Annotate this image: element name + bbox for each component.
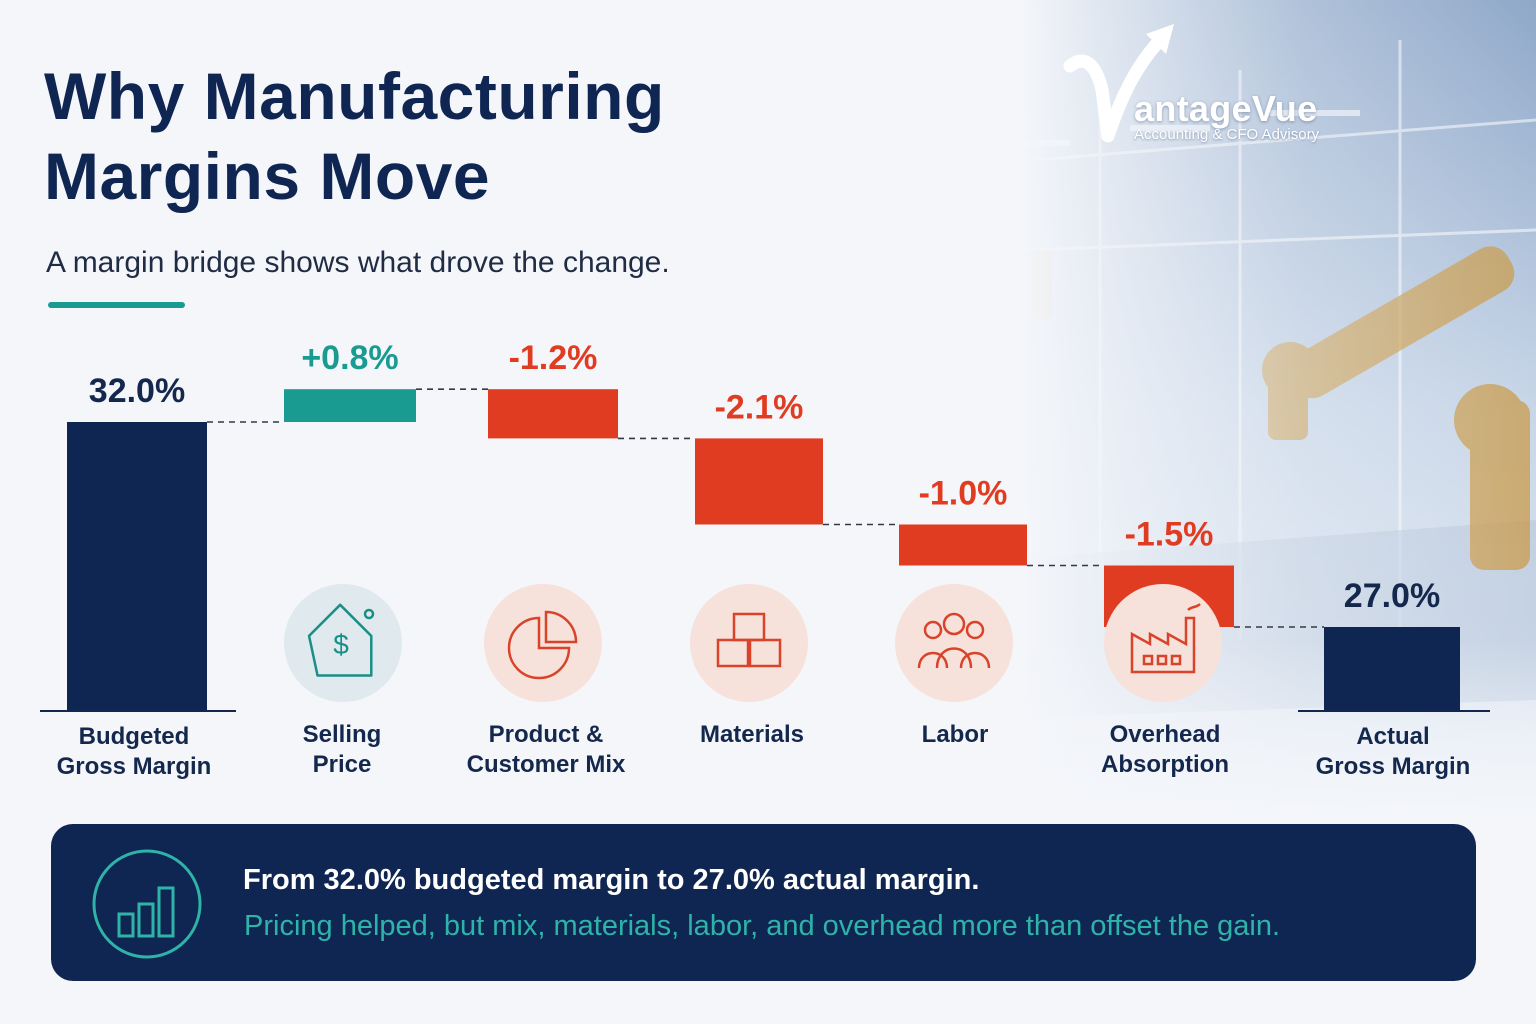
brand-name: antageVue: [1134, 88, 1318, 129]
category-label-3: Product & Customer Mix: [466, 721, 626, 778]
page-title: Why Manufacturing Margins Move: [44, 56, 665, 216]
bar-chart-icon: [92, 849, 202, 959]
title-line-1: Why Manufacturing: [44, 59, 665, 133]
summary-banner: From 32.0% budgeted margin to 27.0% actu…: [51, 824, 1476, 981]
category-label-2: Selling Price: [302, 721, 382, 778]
factory-icon: [1104, 584, 1222, 702]
bar-5: [899, 524, 1027, 566]
bar-7: [1324, 627, 1460, 711]
data-label-3: -1.2%: [509, 339, 598, 377]
page-subtitle: A margin bridge shows what drove the cha…: [46, 246, 670, 279]
brand-tagline: Accounting & CFO Advisory: [1134, 126, 1320, 143]
title-line-2: Margins Move: [44, 139, 491, 213]
category-label-6: Overhead Absorption: [1101, 721, 1229, 778]
data-label-1: 32.0%: [89, 372, 185, 410]
category-label-4: Materials: [699, 721, 805, 748]
price-tag-icon: $: [284, 584, 402, 702]
data-label-2: +0.8%: [301, 339, 398, 377]
summary-detail: Pricing helped, but mix, materials, labo…: [244, 910, 1281, 942]
vantagevue-logo-mark: [1063, 24, 1174, 143]
summary-headline: From 32.0% budgeted margin to 27.0% actu…: [243, 864, 980, 896]
category-label-1: Budgeted Gross Margin: [56, 723, 212, 780]
bar-3: [488, 389, 618, 439]
pie-chart-icon: [484, 584, 602, 702]
people-icon: [895, 584, 1013, 702]
brand-logo: antageVue Accounting & CFO Advisory: [1062, 20, 1352, 150]
boxes-icon: [690, 584, 808, 702]
category-label-5: Labor: [921, 721, 989, 748]
category-label-7: Actual Gross Margin: [1315, 723, 1471, 780]
data-label-4: -2.1%: [715, 388, 804, 426]
bar-2: [284, 389, 416, 422]
bar-4: [695, 438, 823, 525]
data-label-7: 27.0%: [1344, 577, 1440, 615]
title-accent-line: [48, 302, 185, 308]
data-label-6: -1.5%: [1125, 516, 1214, 554]
svg-text:$: $: [333, 629, 349, 660]
data-label-5: -1.0%: [919, 475, 1008, 513]
margin-bridge-chart: 32.0% +0.8% -1.2% -2.1% -1.0% -1.5% 27.0%: [40, 339, 1490, 712]
bar-1: [67, 422, 207, 711]
